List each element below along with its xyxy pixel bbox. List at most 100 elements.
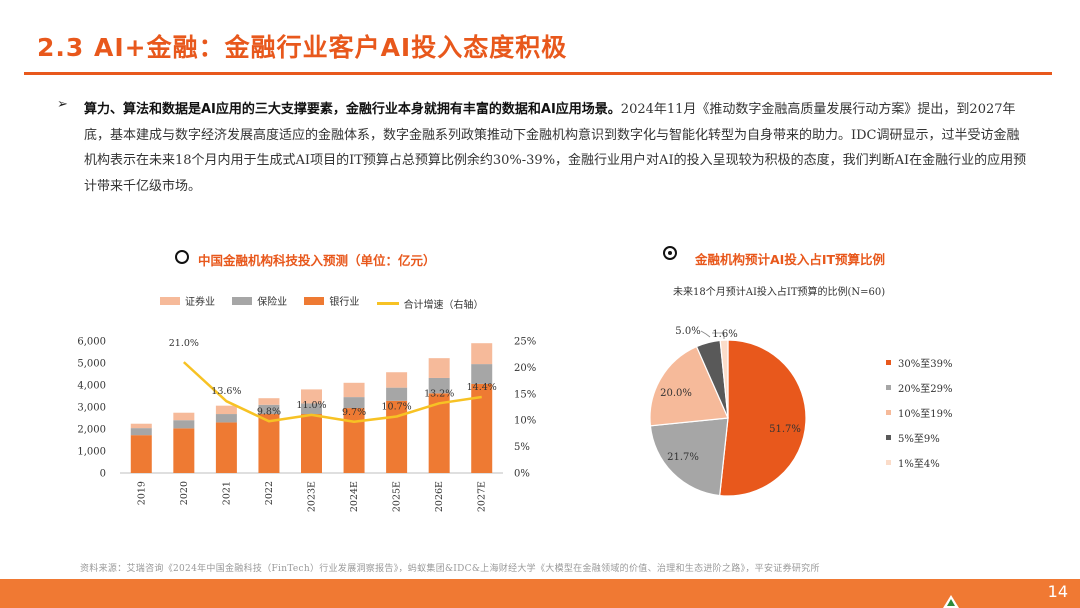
pie-legend-label: 5%至9% <box>898 434 940 445</box>
pie-legend-item: 20%至29% <box>886 375 952 400</box>
legend-item-insurance: 保险业 <box>232 293 287 308</box>
open-circle-icon <box>175 250 189 264</box>
legend-label: 证券业 <box>185 297 215 308</box>
x-tick-label: 2021 <box>221 481 232 505</box>
x-tick-label: 2020 <box>179 481 190 505</box>
y-left-tick-label: 0 <box>100 469 106 480</box>
bar-segment <box>173 420 195 429</box>
pie-legend-item: 1%至4% <box>886 450 952 475</box>
pie-slice <box>649 345 729 427</box>
body-text: 2024年11月《推动数字金融高质量发展行动方案》提出，到2027年底，基本建成… <box>84 102 1027 194</box>
page-number: 14 <box>1047 582 1068 601</box>
circle-dot <box>668 251 672 255</box>
body-paragraph: 算力、算法和数据是AI应用的三大支撑要素，金融行业本身就拥有丰富的数据和AI应用… <box>84 97 1028 199</box>
pie-chart-title: 金融机构预计AI投入占IT预算比例 <box>695 252 886 267</box>
pie-slice <box>649 417 729 497</box>
y-right-tick-label: 10% <box>514 416 536 427</box>
bar-segment <box>386 387 408 401</box>
bar-segment <box>471 343 493 365</box>
bullet-arrow-icon: ➢ <box>57 97 68 112</box>
bar-segment <box>215 405 237 415</box>
body-bold-lead: 算力、算法和数据是AI应用的三大支撑要素，金融行业本身就拥有丰富的数据和AI应用… <box>84 102 621 117</box>
bar-segment <box>130 428 152 436</box>
pie-chart-subtitle: 未来18个月预计AI投入占IT预算的比例(N=60) <box>673 287 886 298</box>
y-left-tick-label: 4,000 <box>77 381 106 392</box>
growth-data-label: 21.0% <box>169 338 199 349</box>
y-left-tick-label: 5,000 <box>77 359 106 370</box>
y-left-tick-label: 3,000 <box>77 403 106 414</box>
pie-legend-item: 10%至19% <box>886 400 952 425</box>
x-tick-label: 2025E <box>392 481 403 512</box>
growth-data-label: 11.0% <box>296 400 326 411</box>
bar-segment <box>471 383 493 473</box>
x-tick-label: 2026E <box>434 481 445 512</box>
y-right-tick-label: 25% <box>514 337 536 348</box>
bar-segment <box>215 422 237 473</box>
pie-slice <box>719 339 807 497</box>
bar-segment <box>173 412 195 421</box>
y-right-tick-label: 20% <box>514 363 536 374</box>
growth-data-label: 9.8% <box>257 406 281 417</box>
bar-segment <box>301 403 322 415</box>
pie-data-label: 5.0% <box>675 326 700 337</box>
bar-segment <box>428 377 450 394</box>
leader-line <box>700 330 711 338</box>
pie-legend-item: 30%至39% <box>886 350 952 375</box>
growth-line <box>182 361 482 424</box>
growth-data-label: 9.7% <box>342 407 366 418</box>
bar-segment <box>428 393 450 473</box>
source-note: 资料来源：艾瑞咨询《2024年中国金融科技（FinTech）行业发展洞察报告》，… <box>80 564 820 574</box>
bar-segment <box>130 435 152 473</box>
leader-line <box>712 332 725 339</box>
filled-circle-icon <box>663 246 677 260</box>
pie-legend-swatch <box>886 360 891 365</box>
bar-segment <box>343 382 365 398</box>
pie-legend-swatch <box>886 435 891 440</box>
pie-legend-swatch <box>886 410 891 415</box>
legend-swatch-insurance <box>232 296 253 305</box>
pie-legend-swatch <box>886 460 891 465</box>
bar-segment <box>258 404 280 415</box>
pie-data-label: 1.6% <box>712 329 737 340</box>
legend-label: 银行业 <box>329 297 360 308</box>
bar-segment <box>471 364 493 384</box>
x-tick-label: 2024E <box>349 481 360 512</box>
bar-segment <box>428 358 450 378</box>
bar-segment <box>386 372 408 388</box>
pie-data-label: 51.7% <box>769 424 801 435</box>
growth-data-label: 13.6% <box>211 386 241 397</box>
pie-legend-label: 20%至29% <box>898 384 953 395</box>
pie-legend-swatch <box>886 385 891 390</box>
bar-segment <box>386 400 408 473</box>
growth-data-label: 13.2% <box>424 388 454 399</box>
x-tick-label: 2023E <box>307 481 318 512</box>
pie-legend-label: 30%至39% <box>898 359 953 370</box>
legend-item-banking: 银行业 <box>304 293 359 308</box>
bar-chart-legend: 证券业 保险业 银行业 合计增速（右轴） <box>160 293 498 311</box>
title-divider <box>24 72 1052 75</box>
company-logo-icon <box>943 595 959 608</box>
growth-data-label: 14.4% <box>467 382 497 393</box>
legend-label: 合计增速（右轴） <box>403 299 484 311</box>
y-right-tick-label: 15% <box>514 389 536 400</box>
bar-chart-title: 中国金融机构科技投入预测（单位：亿元） <box>198 253 436 268</box>
y-left-tick-label: 1,000 <box>77 447 106 458</box>
y-left-tick-label: 6,000 <box>77 337 106 348</box>
pie-legend-label: 10%至19% <box>898 409 953 420</box>
bar-segment <box>258 398 280 405</box>
pie-data-label: 21.7% <box>667 452 699 463</box>
legend-item-growth: 合计增速（右轴） <box>376 296 484 311</box>
y-left-tick-label: 2,000 <box>77 425 106 436</box>
legend-swatch-banking <box>304 296 325 305</box>
bar-segment <box>258 414 280 473</box>
page-title: 2.3 AI+金融：金融行业客户AI投入态度积极 <box>37 33 568 62</box>
pie-legend-item: 5%至9% <box>886 425 952 450</box>
growth-data-label: 10.7% <box>382 402 412 413</box>
bar-segment <box>215 414 237 423</box>
bar-segment <box>301 414 322 473</box>
legend-item-securities: 证券业 <box>160 293 215 308</box>
pie-data-label: 20.0% <box>660 388 692 399</box>
bar-segment <box>343 408 365 473</box>
x-tick-label: 2027E <box>477 481 488 512</box>
bar-segment <box>130 423 152 429</box>
